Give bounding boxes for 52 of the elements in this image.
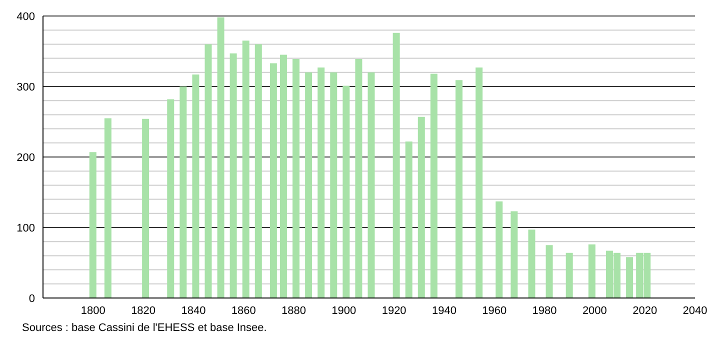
bar	[418, 116, 425, 298]
x-tick-label: 1840	[181, 304, 206, 317]
bar	[626, 257, 634, 298]
bar	[89, 152, 96, 298]
x-tick-label: 1920	[382, 304, 406, 317]
bar	[456, 80, 463, 298]
bar	[292, 59, 300, 298]
bar	[204, 44, 212, 298]
bar	[566, 252, 573, 298]
bar	[217, 17, 224, 298]
bar	[330, 72, 338, 298]
bar	[355, 59, 362, 298]
x-tick-label: 1960	[482, 304, 507, 317]
bar	[405, 141, 412, 298]
bar	[430, 74, 438, 298]
x-tick-label: 2020	[632, 304, 658, 317]
bar	[546, 245, 553, 298]
bar	[280, 54, 287, 298]
x-tick-label: 1940	[432, 304, 456, 317]
bar	[242, 40, 250, 298]
x-tick-label: 2040	[682, 304, 708, 317]
bar	[104, 118, 112, 298]
bar	[142, 118, 150, 298]
x-tick-label: 2000	[582, 304, 607, 317]
bar	[230, 53, 237, 298]
x-tick-label: 1880	[282, 304, 306, 317]
x-tick-label: 1860	[231, 304, 256, 317]
bar	[496, 201, 503, 298]
x-tick-label: 1900	[332, 304, 356, 317]
bar	[342, 86, 350, 298]
bar	[167, 99, 174, 298]
bar	[528, 230, 536, 298]
bar	[192, 74, 200, 298]
bar	[318, 67, 325, 298]
bar	[392, 32, 400, 298]
x-tick-label: 1820	[131, 304, 156, 317]
bar	[588, 244, 596, 298]
source-note: Sources : base Cassini de l'EHESS et base Insee.	[22, 322, 268, 334]
y-tick-label: 100	[16, 222, 35, 234]
y-tick-label: 200	[16, 152, 35, 164]
y-tick-label: 300	[16, 81, 35, 94]
bar	[270, 63, 277, 298]
y-tick-label: 400	[16, 10, 35, 23]
x-tick-label: 1980	[532, 304, 557, 317]
bar	[476, 67, 483, 298]
bar	[180, 86, 187, 298]
y-tick-label: 0	[28, 292, 35, 305]
bar	[254, 44, 262, 298]
bar	[305, 72, 312, 298]
x-tick-label: 1800	[80, 304, 106, 317]
bar	[510, 211, 518, 298]
bar	[368, 72, 375, 298]
